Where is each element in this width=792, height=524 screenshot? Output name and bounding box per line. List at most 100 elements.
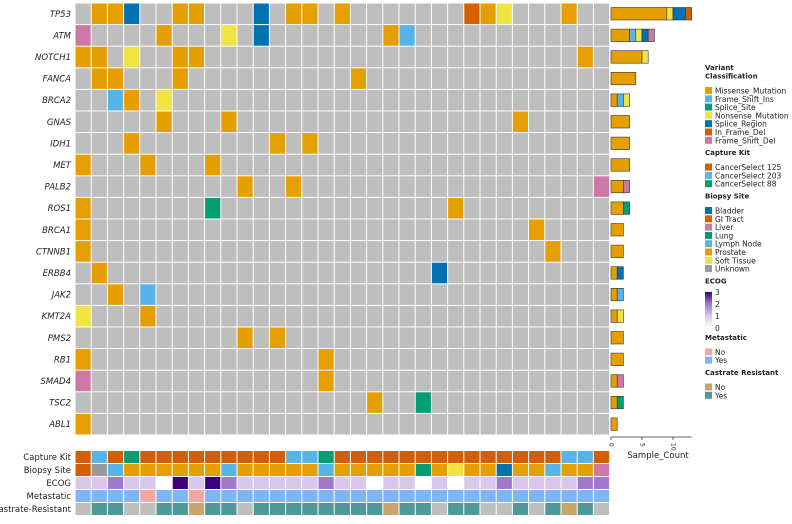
empty-cell: [91, 197, 107, 219]
empty-cell: [286, 392, 302, 413]
empty-cell: [318, 3, 334, 25]
empty-cell: [237, 284, 253, 305]
track-cell: [253, 477, 269, 489]
legend-item-label: Yes: [714, 391, 727, 400]
gene-label: ERBB4: [43, 269, 71, 279]
track-cell: [107, 464, 124, 476]
empty-cell: [205, 3, 221, 25]
empty-cell: [75, 262, 91, 284]
empty-cell: [448, 68, 464, 89]
empty-cell: [156, 176, 172, 197]
empty-cell: [124, 305, 140, 327]
count-bar-segment: [641, 50, 649, 64]
empty-cell: [350, 370, 367, 392]
empty-cell: [124, 219, 140, 241]
empty-cell: [512, 3, 529, 25]
mutation-cell: [75, 241, 91, 262]
mutation-cell: [124, 3, 140, 25]
empty-cell: [107, 327, 124, 349]
mutation-cell: [302, 133, 318, 154]
legend-swatch: [705, 207, 712, 214]
empty-cell: [399, 111, 415, 133]
empty-cell: [431, 241, 448, 262]
grid-background: [75, 3, 610, 435]
empty-cell: [334, 25, 350, 46]
empty-cell: [334, 111, 350, 133]
empty-cell: [302, 284, 318, 305]
legend-gradient-tick: 2: [715, 300, 720, 309]
mutation-cell: [75, 46, 91, 68]
mutation-cell: [269, 327, 286, 349]
empty-cell: [415, 154, 431, 176]
track-cell: [399, 477, 415, 489]
track-cell: [205, 464, 221, 476]
empty-cell: [253, 46, 269, 68]
legend-swatch: [705, 136, 712, 144]
empty-cell: [561, 154, 577, 176]
empty-cell: [107, 133, 124, 154]
track-cell: [561, 477, 577, 489]
legend-item-label: Missense_Mutation: [715, 87, 786, 96]
empty-cell: [140, 89, 156, 111]
track-cell: [172, 451, 188, 463]
empty-cell: [188, 68, 205, 89]
empty-cell: [286, 284, 302, 305]
track-cell: [593, 464, 610, 476]
track-cell: [415, 490, 431, 502]
track-cell: [545, 490, 561, 502]
empty-cell: [367, 3, 383, 25]
track-cell: [172, 503, 188, 515]
track-cell: [334, 477, 350, 489]
track-cell: [577, 490, 593, 502]
empty-cell: [367, 262, 383, 284]
empty-cell: [172, 305, 188, 327]
legend-item-label: Liver: [715, 223, 734, 232]
empty-cell: [318, 284, 334, 305]
legend-title: Variant: [705, 64, 734, 72]
empty-cell: [334, 349, 350, 370]
gene-label: RB1: [54, 355, 71, 365]
empty-cell: [269, 111, 286, 133]
empty-cell: [318, 327, 334, 349]
empty-cell: [334, 133, 350, 154]
empty-cell: [480, 349, 496, 370]
empty-cell: [593, 262, 610, 284]
empty-cell: [577, 219, 593, 241]
empty-cell: [269, 349, 286, 370]
track-cell: [496, 490, 512, 502]
empty-cell: [399, 46, 415, 68]
empty-cell: [415, 133, 431, 154]
empty-cell: [367, 154, 383, 176]
empty-cell: [286, 262, 302, 284]
empty-cell: [399, 241, 415, 262]
empty-cell: [448, 413, 464, 435]
track-cell: [334, 490, 350, 502]
empty-cell: [302, 305, 318, 327]
empty-cell: [140, 133, 156, 154]
empty-cell: [286, 370, 302, 392]
mutation-cell: [480, 3, 496, 25]
count-bar-segment: [610, 244, 624, 258]
empty-cell: [545, 154, 561, 176]
empty-cell: [593, 25, 610, 46]
track-cell: [188, 477, 205, 489]
track-cell: [529, 490, 545, 502]
track-cell: [350, 451, 367, 463]
mutation-cell: [107, 3, 124, 25]
empty-cell: [124, 370, 140, 392]
empty-cell: [302, 154, 318, 176]
track-cell: [480, 490, 496, 502]
gene-label: FANCA: [43, 75, 71, 85]
empty-cell: [545, 25, 561, 46]
empty-cell: [545, 68, 561, 89]
legend-swatch: [705, 120, 712, 128]
empty-cell: [464, 370, 480, 392]
empty-cell: [188, 392, 205, 413]
empty-cell: [448, 305, 464, 327]
empty-cell: [496, 370, 512, 392]
empty-cell: [383, 392, 399, 413]
legend-gradient-bar: [705, 291, 712, 328]
empty-cell: [512, 68, 529, 89]
gene-label: BRCA2: [42, 96, 71, 106]
empty-cell: [156, 154, 172, 176]
